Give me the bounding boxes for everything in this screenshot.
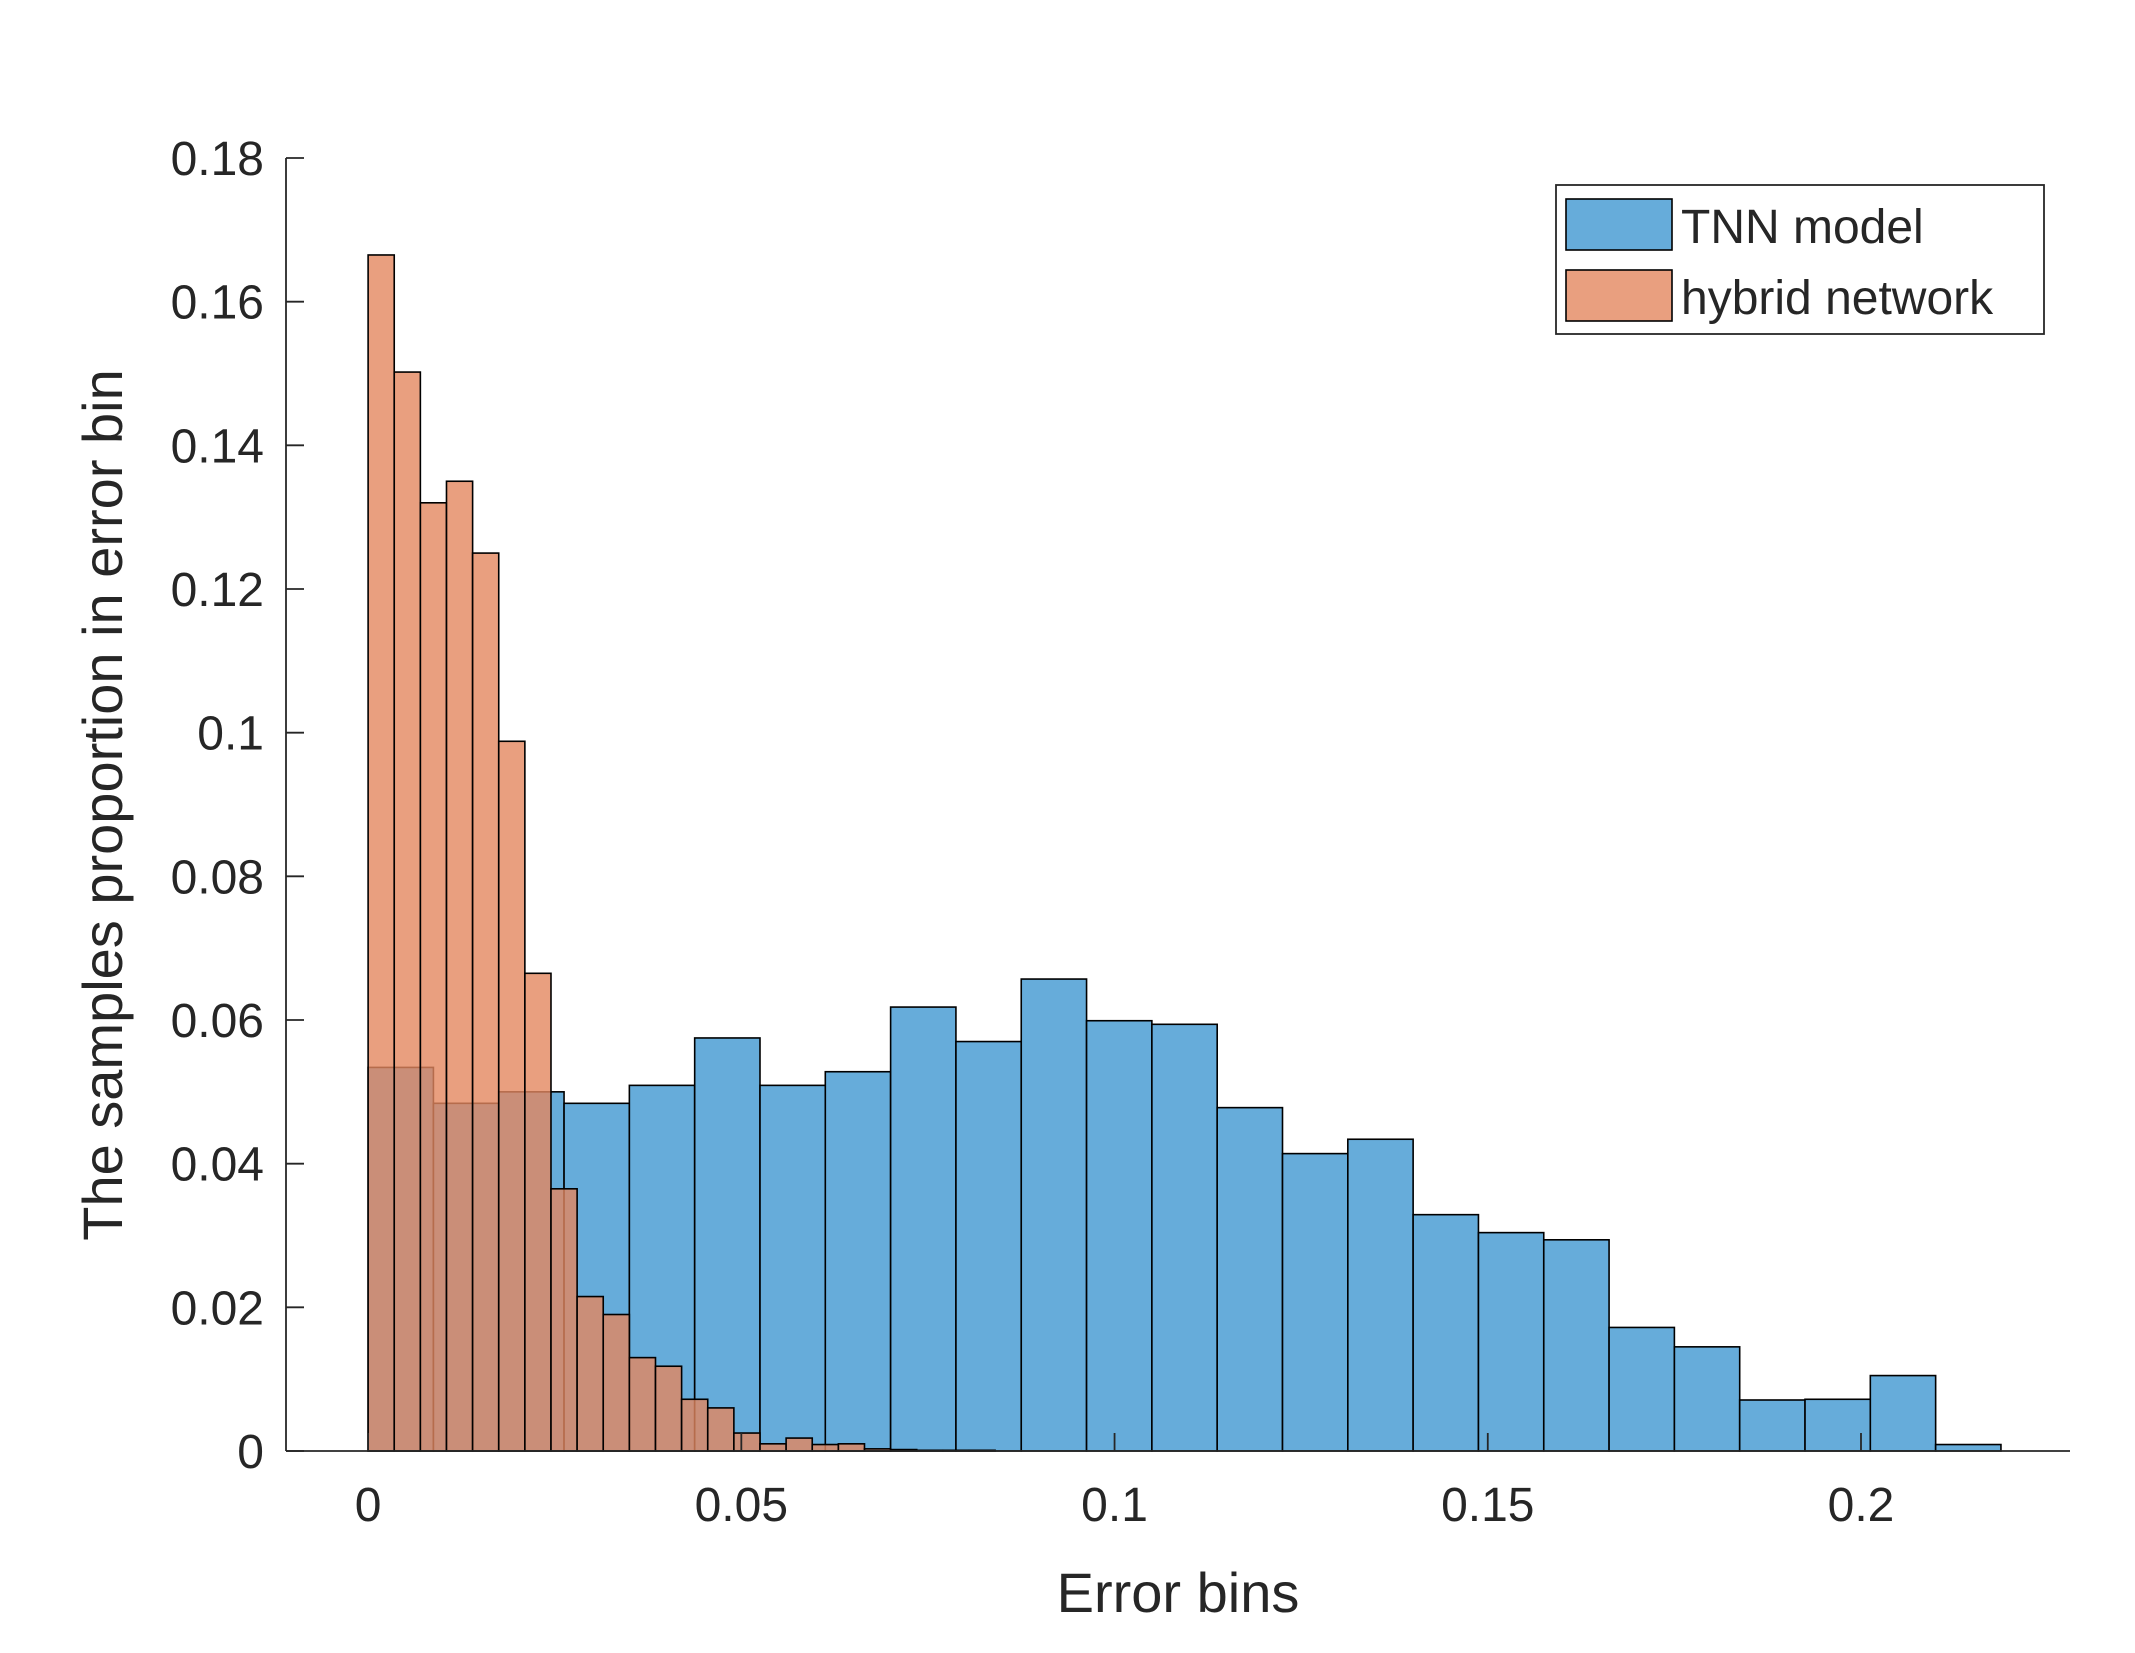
y-ticks: 0 0.02 0.04 0.06 0.08 0.1 0.12 0.14 0.16 0.18 <box>171 133 304 1479</box>
y-axis-title: The samples proportion in error bin <box>71 369 134 1241</box>
bar-tnn-model-5[interactable] <box>693 1037 761 1452</box>
bar-tnn-model-8[interactable] <box>889 1006 957 1452</box>
bar-tnn-model-14[interactable] <box>1281 1152 1349 1452</box>
bar-hybrid-network-2[interactable] <box>419 501 448 1452</box>
bar-tnn-model-13[interactable] <box>1216 1106 1284 1452</box>
y-tick-label: 0 <box>237 1426 264 1479</box>
bar-tnn-model-12[interactable] <box>1151 1023 1218 1452</box>
legend-label-tnn-model[interactable]: TNN model <box>1681 201 1924 254</box>
bar-tnn-model-16[interactable] <box>1412 1213 1480 1452</box>
legend-swatch-hybrid-network[interactable] <box>1565 269 1673 322</box>
axes <box>285 158 2070 1452</box>
legend-swatch-tnn-model[interactable] <box>1565 198 1673 251</box>
bar-hybrid-network-18[interactable] <box>837 1443 866 1452</box>
bar-hybrid-network-3[interactable] <box>445 480 474 1452</box>
bar-hybrid-network-8[interactable] <box>576 1295 605 1452</box>
bar-hybrid-network-10[interactable] <box>628 1356 657 1452</box>
y-tick-label: 0.16 <box>171 277 264 330</box>
bar-tnn-model-24[interactable] <box>1934 1443 2002 1452</box>
bar-tnn-model-9[interactable] <box>955 1040 1023 1452</box>
bar-hybrid-network-6[interactable] <box>524 972 552 1452</box>
y-tick-label: 0.14 <box>171 420 264 473</box>
series-hybrid-network <box>367 254 996 1452</box>
y-tick-label: 0.04 <box>171 1139 264 1192</box>
y-tick-label: 0.18 <box>171 133 264 186</box>
bar-tnn-model-7[interactable] <box>824 1070 892 1452</box>
bar-tnn-model-22[interactable] <box>1804 1398 1872 1452</box>
bar-hybrid-network-11[interactable] <box>654 1365 683 1452</box>
y-tick-label: 0.1 <box>197 708 264 761</box>
legend[interactable]: TNN model hybrid network <box>1555 184 2045 335</box>
y-tick-label: 0.08 <box>171 851 264 904</box>
bar-tnn-model-19[interactable] <box>1608 1326 1676 1452</box>
bar-hybrid-network-17[interactable] <box>811 1443 840 1452</box>
bar-tnn-model-21[interactable] <box>1738 1399 1806 1452</box>
bar-hybrid-network-1[interactable] <box>393 371 422 1452</box>
x-tick-label: 0.1 <box>1081 1479 1148 1532</box>
y-tick-label: 0.12 <box>171 564 264 617</box>
bar-hybrid-network-13[interactable] <box>706 1407 735 1452</box>
bar-tnn-model-17[interactable] <box>1477 1231 1545 1452</box>
plot-area <box>367 254 2002 1452</box>
bar-hybrid-network-0[interactable] <box>367 254 396 1452</box>
bar-hybrid-network-7[interactable] <box>550 1188 578 1452</box>
x-axis-title: Error bins <box>1057 1561 1300 1624</box>
bar-tnn-model-23[interactable] <box>1869 1374 1937 1452</box>
bar-hybrid-network-14[interactable] <box>733 1432 761 1452</box>
x-ticks: 0 0.05 0.1 0.15 0.2 <box>355 1433 1895 1532</box>
bar-hybrid-network-4[interactable] <box>471 552 500 1452</box>
bar-tnn-model-20[interactable] <box>1673 1346 1741 1452</box>
legend-label-hybrid-network[interactable]: hybrid network <box>1681 272 1994 325</box>
bar-hybrid-network-16[interactable] <box>785 1437 814 1452</box>
bar-tnn-model-18[interactable] <box>1542 1239 1610 1452</box>
x-tick-label: 0.15 <box>1441 1479 1534 1532</box>
bar-tnn-model-11[interactable] <box>1085 1019 1153 1452</box>
x-tick-label: 0.2 <box>1828 1479 1895 1532</box>
x-tick-label: 0 <box>355 1479 382 1532</box>
bar-hybrid-network-15[interactable] <box>759 1443 787 1452</box>
bar-hybrid-network-5[interactable] <box>497 740 526 1452</box>
bar-hybrid-network-12[interactable] <box>680 1398 709 1452</box>
y-tick-label: 0.06 <box>171 995 264 1048</box>
x-tick-label: 0.05 <box>695 1479 788 1532</box>
bar-hybrid-network-9[interactable] <box>602 1313 631 1452</box>
bar-tnn-model-10[interactable] <box>1020 978 1088 1452</box>
bar-tnn-model-6[interactable] <box>759 1084 827 1452</box>
y-tick-label: 0.02 <box>171 1282 264 1335</box>
bar-tnn-model-15[interactable] <box>1347 1138 1414 1452</box>
